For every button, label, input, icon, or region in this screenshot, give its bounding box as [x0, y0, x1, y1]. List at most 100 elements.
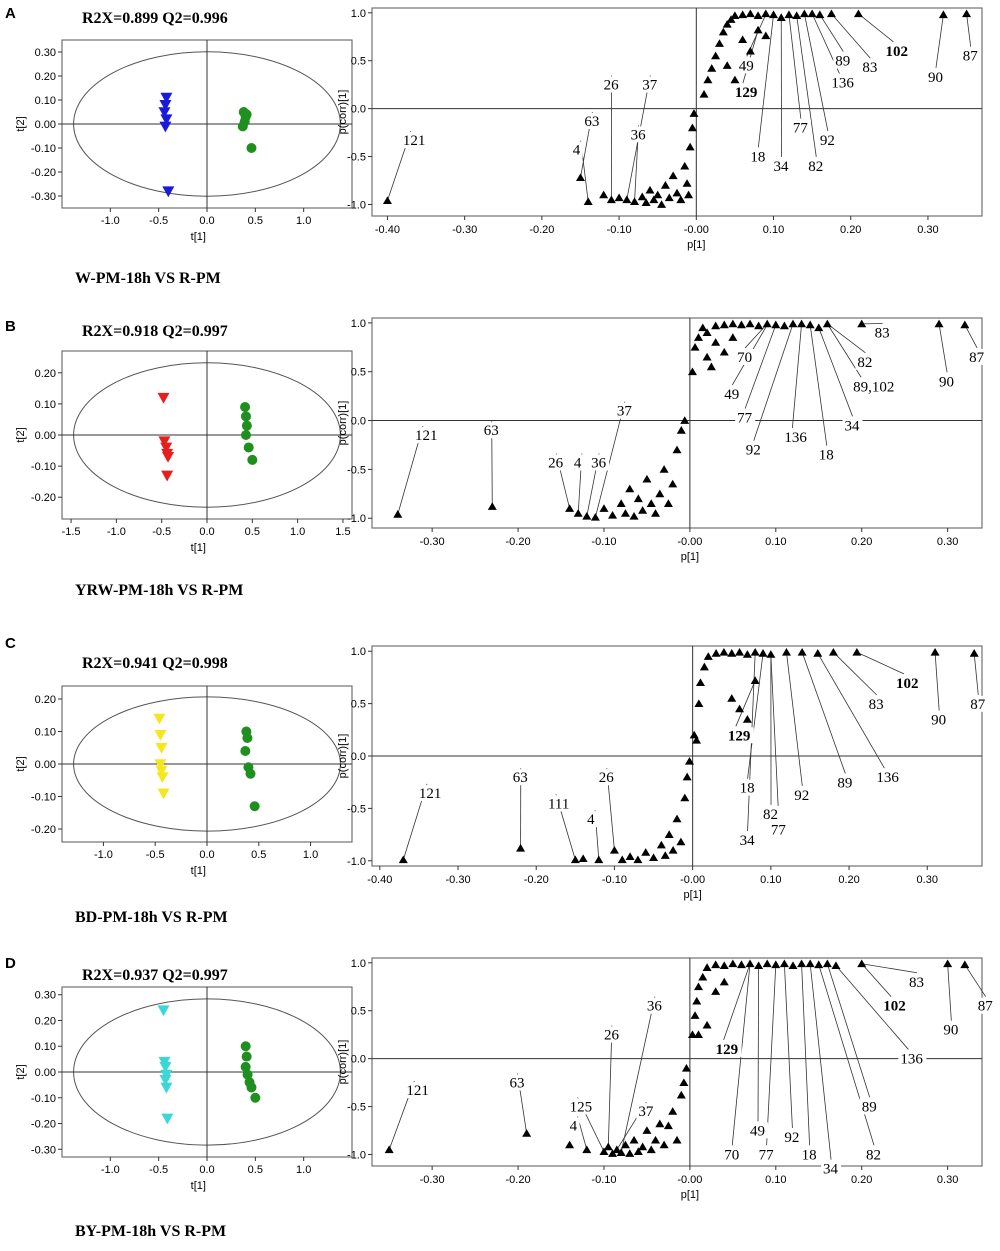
s-plot-point — [707, 64, 717, 72]
score-point-group-1 — [159, 1074, 172, 1086]
label-connector — [766, 964, 777, 1146]
y-tick-label: 0.20 — [35, 1015, 56, 1027]
y-axis-label: t[2] — [15, 1064, 27, 1079]
label-backdrop — [596, 769, 617, 786]
label-connector — [770, 654, 780, 821]
label-backdrop — [546, 454, 567, 471]
metabolite-label: 121 — [406, 1083, 429, 1099]
label-backdrop — [806, 157, 827, 174]
x-tick-label: -0.30 — [420, 536, 445, 548]
panel-label: B — [5, 318, 16, 335]
s-plot-point — [711, 960, 721, 969]
s-plot-point — [599, 190, 609, 199]
x-axis-label: p[1] — [681, 1189, 699, 1201]
label-connector — [826, 963, 871, 1098]
s-plot-point — [676, 426, 686, 434]
s-plot-point — [655, 489, 665, 498]
y-tick-label: 0.00 — [35, 1067, 56, 1079]
s-plot-point — [633, 494, 643, 503]
metabolite-label: 90 — [939, 374, 954, 390]
s-plot-point — [693, 982, 703, 991]
metabolite-label: 34 — [774, 159, 790, 175]
s-plot-point — [682, 179, 692, 187]
metabolite-label: 49 — [750, 1123, 765, 1139]
y-tick-label: 0.00 — [35, 119, 56, 131]
score-point-group-2 — [241, 1051, 252, 1062]
label-backdrop — [644, 997, 665, 1014]
x-tick-label: -0.5 — [152, 526, 171, 538]
label-backdrop — [404, 1082, 433, 1099]
x-tick-label: 0.10 — [760, 874, 781, 886]
y-tick-label: 0.0 — [351, 416, 366, 428]
y-tick-label: -0.5 — [347, 803, 366, 815]
x-tick-label: 0.0 — [199, 215, 214, 227]
s-plot-point — [646, 1145, 656, 1154]
label-backdrop — [860, 59, 881, 76]
s-plot-point — [599, 1147, 609, 1155]
s-plot-point — [703, 652, 713, 660]
comparison-caption: BD-PM-18h VS R-PM — [75, 909, 228, 926]
y-axis-label: t[2] — [15, 756, 27, 771]
s-plot-point — [382, 196, 392, 205]
metabolite-label: 82 — [866, 1147, 881, 1163]
s-plot-point — [711, 51, 721, 60]
label-connector — [791, 323, 802, 429]
x-tick-label: -1.0 — [94, 849, 113, 861]
label-backdrop — [782, 1129, 803, 1146]
metabolite-label: 102 — [896, 676, 919, 692]
x-tick-label: 0.30 — [937, 536, 958, 548]
x-tick-label: -0.10 — [607, 224, 632, 236]
metabolite-label: 83 — [862, 60, 877, 76]
s-plot-point — [719, 347, 729, 356]
s-plot-point — [685, 142, 695, 151]
metabolite-label: 34 — [740, 833, 756, 849]
panel-d: D R2X=0.937 Q2=0.997 BY-PM-18h VS R-PM -1.0… — [5, 955, 996, 1240]
metabolite-label: 129 — [728, 728, 751, 744]
panel-label: D — [5, 955, 16, 972]
label-connector — [744, 324, 777, 409]
s-plot-point — [771, 320, 781, 329]
y-tick-label: 0.30 — [35, 990, 56, 1002]
label-connector — [964, 964, 987, 997]
panel-label: A — [5, 5, 16, 22]
s-plot-point — [797, 959, 807, 968]
label-connector — [753, 323, 794, 441]
metabolite-label: 4 — [574, 455, 582, 471]
y-axis-label: p(corr)[1] — [337, 734, 349, 779]
x-tick-label: -0.5 — [149, 1164, 168, 1176]
s-plot-point — [934, 319, 944, 328]
metabolite-label: 77 — [737, 411, 753, 427]
s-plot-point — [853, 9, 863, 18]
s-plot-point — [676, 837, 686, 846]
s-plot-point — [676, 1090, 686, 1099]
x-tick-label: -0.10 — [591, 536, 616, 548]
s-plot-point — [649, 853, 659, 861]
s-plot-point — [681, 1063, 691, 1072]
y-tick-label: 1.0 — [351, 8, 366, 20]
metabolite-label: 37 — [617, 404, 633, 420]
metabolite-label: 136 — [831, 76, 854, 92]
s-plot-point — [672, 1135, 682, 1144]
y-tick-label: 0.20 — [35, 694, 56, 706]
y-axis-label: p(corr)[1] — [337, 401, 349, 446]
s-plot-point — [690, 343, 700, 351]
label-connector — [747, 653, 764, 779]
s-plot-point — [718, 27, 728, 36]
x-axis-label: p[1] — [687, 239, 705, 251]
s-plot-point — [692, 996, 702, 1005]
s-plot-point — [938, 10, 948, 19]
y-tick-label: 0.0 — [351, 1054, 366, 1066]
score-point-group-1 — [162, 451, 175, 463]
s-plot-point — [797, 648, 807, 656]
x-tick-label: -1.0 — [101, 1164, 120, 1176]
y-tick-label: 0.0 — [351, 104, 366, 116]
s-plot-point — [685, 756, 695, 765]
s-plot-point — [687, 1030, 697, 1039]
x-tick-label: -0.10 — [591, 1174, 616, 1186]
s-plot-point — [680, 793, 690, 802]
label-backdrop — [510, 769, 531, 786]
s-plot-point — [699, 89, 709, 98]
x-tick-label: 0.5 — [248, 215, 263, 227]
score-point-group-1 — [157, 392, 170, 404]
